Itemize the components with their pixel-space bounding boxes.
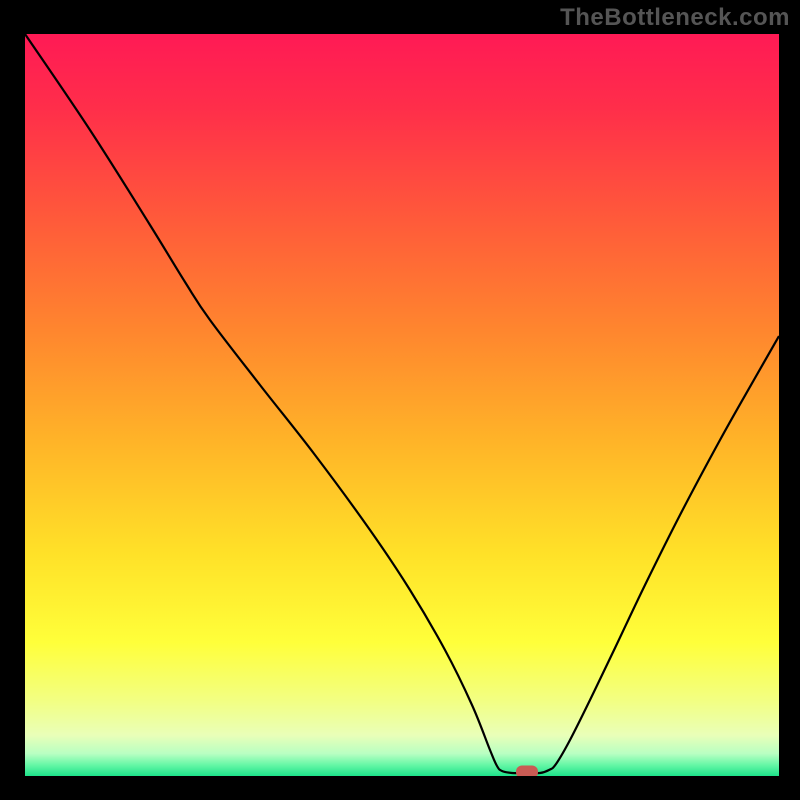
- plot-background: [25, 34, 779, 776]
- watermark-text: TheBottleneck.com: [560, 4, 790, 32]
- bottleneck-chart: [0, 0, 800, 800]
- chart-stage: TheBottleneck.com: [0, 0, 800, 800]
- optimum-marker: [516, 766, 538, 779]
